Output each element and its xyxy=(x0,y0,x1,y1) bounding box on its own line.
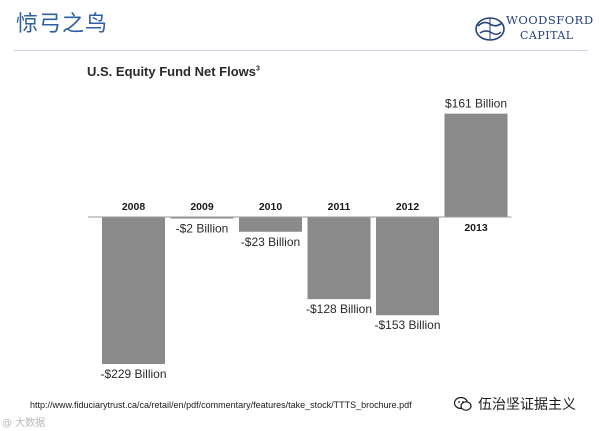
data-label-2009: -$2 Billion xyxy=(176,222,229,236)
bar-2013 xyxy=(444,113,508,217)
globe-icon xyxy=(475,17,505,41)
chart-title-footnote: 3 xyxy=(256,65,260,73)
header-divider xyxy=(14,50,588,51)
category-label-2012: 2012 xyxy=(396,201,420,213)
data-label-2012: -$153 Billion xyxy=(374,318,440,332)
source-url[interactable]: http://www.fiduciarytrust.ca/ca/retail/e… xyxy=(30,400,412,410)
category-label-2009: 2009 xyxy=(190,201,214,213)
company-logo: WOODSFORD CAPITAL xyxy=(474,12,598,46)
data-label-2011: -$128 Billion xyxy=(306,302,372,316)
data-label-2010: -$23 Billion xyxy=(241,235,300,249)
logo-wordmark-line2: CAPITAL xyxy=(520,29,574,42)
category-label-2010: 2010 xyxy=(259,201,283,213)
bar-2011 xyxy=(307,217,371,300)
slide-title: 惊弓之鸟 xyxy=(16,12,109,37)
logo-wordmark-line1: WOODSFORD xyxy=(506,13,594,27)
data-label-2013: $161 Billion xyxy=(445,97,507,111)
chart-title-text: U.S. Equity Fund Net Flows xyxy=(87,64,256,79)
bar-2012 xyxy=(376,217,439,316)
watermark-brand-text: 伍治坚证据主义 xyxy=(478,397,576,413)
data-label-2008: -$229 Billion xyxy=(100,367,166,381)
category-label-2013: 2013 xyxy=(464,222,488,234)
chart-title: U.S. Equity Fund Net Flows3 xyxy=(87,64,260,79)
wechat-icon xyxy=(454,396,472,411)
bar-2008 xyxy=(102,217,165,364)
category-label-2011: 2011 xyxy=(328,201,351,213)
category-label-2008: 2008 xyxy=(122,201,146,213)
watermark-brand: 伍治坚证据主义 xyxy=(454,394,576,414)
bar-2009 xyxy=(170,217,234,219)
watermark-corner: @ 大数据 xyxy=(2,418,46,429)
bar-2010 xyxy=(239,217,302,232)
